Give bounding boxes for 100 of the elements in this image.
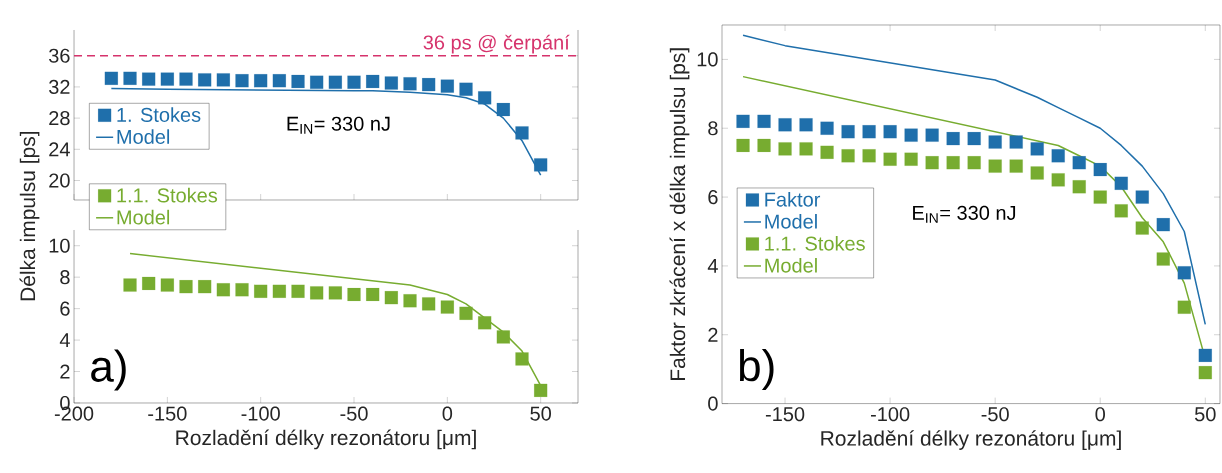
point [1072,156,1086,170]
x-tick-label: 50 [1194,407,1216,422]
x-tick-label: 0 [442,406,453,421]
point [841,125,855,139]
x-tick-label: -100 [870,407,910,422]
y-tick-label: 10 [49,238,70,253]
y-tick-label: 6 [708,190,718,205]
point [862,125,876,139]
point [904,128,918,142]
y-tick-label: 0 [708,396,718,411]
point [198,73,212,87]
point [422,297,436,311]
y-tick-label: 10 [697,52,718,67]
point [862,149,876,163]
ref-line-label: 36 ps @ čerpání [423,34,570,54]
point [967,132,981,146]
point [1051,149,1065,163]
point [216,283,230,297]
point [160,278,174,292]
point [384,291,398,305]
point [459,306,473,320]
point [904,152,918,166]
legend-label: Model [117,129,170,144]
point [736,138,750,153]
point [347,287,361,302]
point [988,159,1002,173]
point [1135,190,1149,204]
point [1198,348,1212,362]
x-tick-label: 50 [530,406,552,421]
point [799,142,813,156]
point [291,284,305,298]
y-tick-label: 4 [59,333,70,347]
point [1072,180,1086,194]
y-tick-label: 2 [708,327,718,342]
point [1093,162,1107,177]
point [534,158,548,172]
point [179,72,193,86]
point [925,156,939,170]
y-axis-title: Faktor zkrácení x délka impulsu [ps] [669,48,690,381]
y-tick-label: 6 [60,301,70,316]
point [478,316,492,330]
y-tick-label: 24 [49,142,70,157]
annotation: E$_{IN}$= 330 nJ [287,116,390,134]
point [496,330,510,344]
point [883,152,897,166]
point [757,114,771,128]
point [1114,204,1128,218]
y-tick-label: 20 [49,173,70,188]
point [291,74,305,89]
y-tick-label: 8 [708,121,718,136]
legend-label: 1. Stokes [117,107,201,122]
y-tick-label: 8 [60,270,70,285]
point [142,72,156,86]
point [820,145,834,159]
point [366,74,380,89]
point [1198,366,1212,380]
point [515,352,529,366]
point [1177,300,1191,314]
point [459,82,473,96]
point [967,156,981,170]
point [799,118,813,132]
point [946,156,960,170]
legend-label: Model [765,257,817,273]
point [272,284,286,298]
x-tick-label: 0 [1095,407,1105,422]
x-tick-label: -50 [981,407,1009,422]
point [1135,221,1149,235]
point [104,71,118,85]
point [440,79,454,93]
point [1009,135,1023,149]
point [179,280,193,294]
point [403,294,417,308]
y-tick-label: 36 [49,48,70,63]
point [1030,166,1044,180]
annotation: E$_{IN}$= 330 nJ [913,205,1016,223]
legend-label: 1.1. Stokes [117,187,218,203]
point [235,283,249,297]
point [328,75,342,89]
y-tick-label: 28 [49,111,70,126]
point [254,74,268,88]
point [778,118,792,132]
point [160,72,174,86]
point [310,286,324,300]
annotation: b) [739,349,774,391]
x-axis-title: Rozladění délky rezonátoru [μm] [176,429,476,450]
point [841,149,855,163]
point [142,276,156,291]
point [820,121,834,135]
point [123,278,137,292]
point [1177,266,1191,280]
point [310,75,324,89]
point [496,102,510,117]
y-tick-label: 4 [707,259,718,273]
point [736,114,750,128]
point [778,142,792,156]
point [925,128,939,142]
point [328,286,342,300]
point [1093,190,1107,204]
point [1156,218,1170,232]
legend-label: Model [117,209,170,225]
